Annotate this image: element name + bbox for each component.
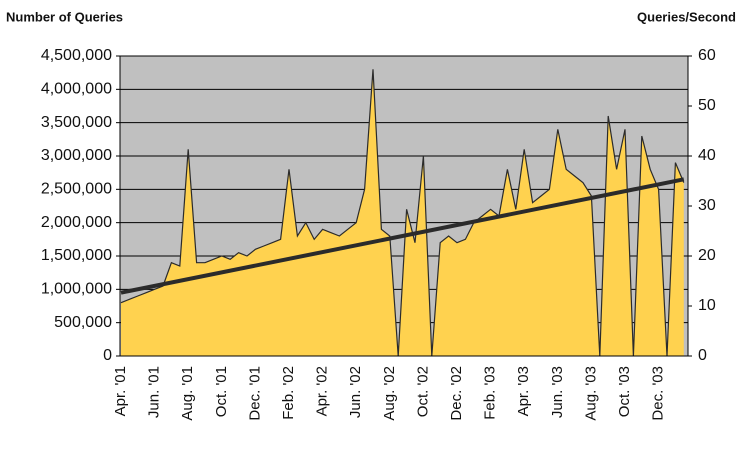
x-tick-label: Oct. '01 [213, 366, 230, 417]
area [121, 69, 684, 356]
x-tick-label: Apr. '02 [314, 366, 331, 416]
x-tick-label: Feb. '03 [482, 366, 499, 420]
y2-tick-label: 40 [698, 147, 716, 164]
x-tick-label: Aug. '01 [179, 366, 196, 421]
y-tick-label: 3,000,000 [41, 147, 112, 164]
x-tick-label: Jun. '01 [146, 366, 163, 418]
x-tick-label: Dec. '02 [448, 366, 465, 421]
y-tick-label: 500,000 [54, 314, 112, 331]
x-tick-label: Oct. '03 [616, 366, 633, 417]
x-tick-label: Oct. '02 [414, 366, 431, 417]
y2-axis-label: Queries/Second [637, 9, 736, 24]
x-tick-label: Aug. '02 [381, 366, 398, 421]
x-tick-label: Dec. '01 [246, 366, 263, 421]
y2-tick-label: 60 [698, 47, 716, 64]
y2-tick-label: 20 [698, 247, 716, 264]
y2-tick-label: 10 [698, 297, 716, 314]
x-tick-label: Aug. '03 [582, 366, 599, 421]
line [120, 69, 685, 357]
y2-tick-label: 0 [698, 347, 707, 364]
x-tick-label: Dec. '03 [650, 366, 667, 421]
x-tick-label: Jun. '03 [549, 366, 566, 418]
y-tick-label: 1,500,000 [41, 247, 112, 264]
x-tick-label: Apr. '01 [112, 366, 129, 416]
x-tick-label: Jun. '02 [347, 366, 364, 418]
plot-border [119, 55, 689, 357]
y-tick-label: 4,000,000 [41, 81, 112, 98]
x-tick-label: Feb. '02 [280, 366, 297, 420]
y-tick-label: 3,500,000 [41, 114, 112, 131]
y2-tick-label: 50 [698, 97, 716, 114]
y-tick-label: 4,500,000 [41, 47, 112, 64]
y-axis-label: Number of Queries [6, 9, 123, 24]
x-tick-label: Apr. '03 [515, 366, 532, 416]
y-tick-label: 2,000,000 [41, 214, 112, 231]
trend-line [120, 177, 685, 295]
y-tick-label: 1,000,000 [41, 281, 112, 298]
y-tick-label: 2,500,000 [41, 181, 112, 198]
y2-tick-label: 30 [698, 197, 716, 214]
y-tick-label: 0 [103, 347, 112, 364]
